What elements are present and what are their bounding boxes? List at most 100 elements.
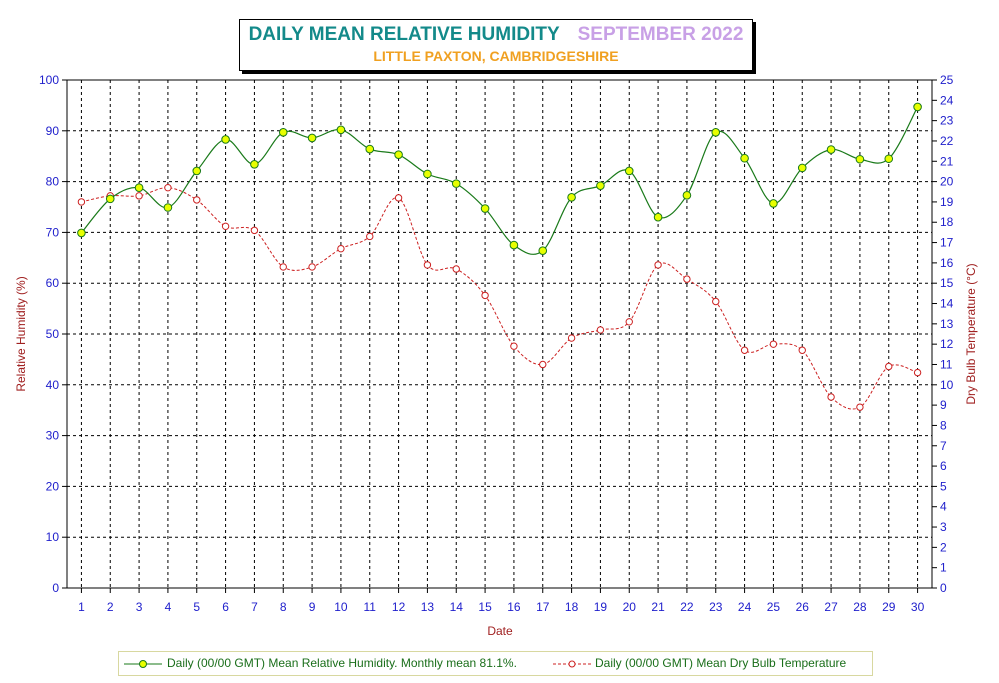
left-tick-label: 90	[46, 124, 60, 138]
right-axis-ticks: 0123456789101112131415161718192021222324…	[932, 73, 954, 595]
temperature-point	[885, 362, 893, 371]
left-tick-label: 30	[46, 429, 60, 443]
left-tick-label: 100	[39, 73, 59, 87]
legend-sample-temperature	[553, 660, 591, 668]
temperature-point	[827, 393, 835, 401]
right-tick-label: 4	[940, 500, 947, 514]
right-tick-label: 18	[940, 215, 954, 229]
right-tick-label: 24	[940, 93, 954, 107]
right-tick-label: 11	[940, 357, 953, 371]
humidity-point	[913, 102, 922, 112]
x-tick-label: 2	[107, 600, 114, 614]
temperature-point	[337, 244, 345, 253]
x-tick-label: 29	[882, 600, 896, 614]
humidity-point	[192, 166, 202, 176]
humidity-point	[855, 154, 865, 164]
humidity-point	[509, 240, 519, 250]
x-tick-label: 30	[911, 600, 925, 614]
right-tick-label: 10	[940, 378, 954, 392]
temperature-point	[193, 196, 201, 204]
right-tick-label: 19	[940, 195, 954, 209]
humidity-point	[77, 228, 86, 238]
x-tick-label: 25	[767, 600, 781, 614]
x-tick-label: 15	[478, 600, 492, 614]
x-tick-label: 22	[680, 600, 694, 614]
humidity-point	[682, 191, 692, 200]
right-tick-label: 1	[940, 561, 947, 575]
temperature-point	[740, 346, 749, 354]
x-tick-label: 21	[651, 600, 665, 614]
left-tick-label: 40	[46, 378, 60, 392]
right-tick-label: 21	[940, 154, 954, 168]
x-axis-ticks: 1 2 3 4 5 6 7 8 9 10 11 12 13 14 15 16 17 18 19 20 21 22 23 24 2…	[78, 588, 925, 614]
temperature-point	[250, 226, 259, 235]
x-tick-label: 26	[796, 600, 810, 614]
x-tick-label: 12	[392, 600, 406, 614]
temperature-point	[596, 326, 605, 334]
x-tick-label: 18	[565, 600, 579, 614]
humidity-point	[884, 154, 894, 164]
temperature-point	[164, 183, 172, 192]
temperature-point	[308, 263, 316, 271]
temperature-point	[221, 222, 230, 231]
temperature-point	[769, 340, 778, 348]
left-axis-title: Relative Humidity (%)	[14, 276, 28, 391]
temperature-point	[683, 275, 691, 283]
left-axis-ticks: 0 10 20 30 40 50 60 70 80 90 100	[39, 73, 67, 595]
left-tick-label: 70	[46, 225, 60, 239]
legend: Daily (00/00 GMT) Mean Relative Humidity…	[118, 651, 873, 676]
right-tick-label: 16	[940, 256, 954, 270]
x-tick-label: 17	[536, 600, 550, 614]
temperature-point	[394, 194, 403, 202]
left-tick-label: 20	[46, 479, 60, 493]
x-tick-label: 3	[136, 600, 143, 614]
humidity-point	[307, 133, 317, 143]
x-tick-label: 23	[709, 600, 723, 614]
right-tick-label: 3	[940, 520, 947, 534]
temperature-point	[279, 263, 287, 271]
right-tick-label: 15	[940, 276, 954, 290]
temperature-point	[539, 360, 547, 369]
temperature-point	[77, 198, 86, 206]
humidity-point	[711, 128, 721, 137]
humidity-point	[221, 135, 230, 144]
series-temperature	[77, 183, 922, 411]
temperature-point	[798, 346, 806, 354]
x-axis-title: Date	[487, 624, 513, 638]
temperature-point	[712, 297, 720, 306]
right-tick-label: 0	[940, 581, 947, 595]
series-humidity	[77, 102, 922, 255]
temperature-point	[423, 261, 432, 269]
left-tick-label: 80	[46, 175, 60, 189]
x-tick-label: 5	[193, 600, 200, 614]
temperature-point	[510, 342, 518, 350]
humidity-point	[423, 169, 432, 179]
chart-title-box: DAILY MEAN RELATIVE HUMIDITY SEPTEMBER 20…	[239, 19, 753, 71]
right-axis-title: Dry Bulb Temperature (°C)	[964, 263, 978, 404]
humidity-point	[797, 163, 807, 173]
x-tick-label: 11	[364, 600, 377, 614]
x-tick-label: 13	[421, 600, 435, 614]
right-tick-label: 12	[940, 337, 954, 351]
humidity-point	[538, 246, 548, 255]
humidity-point	[480, 204, 490, 213]
temperature-point	[366, 232, 374, 241]
right-tick-label: 25	[940, 73, 954, 87]
x-tick-label: 9	[309, 600, 316, 614]
left-tick-label: 60	[46, 276, 60, 290]
left-tick-label: 50	[46, 327, 60, 341]
x-tick-label: 8	[280, 600, 287, 614]
x-tick-label: 20	[623, 600, 637, 614]
right-tick-label: 20	[940, 175, 954, 189]
humidity-point	[653, 212, 663, 222]
temperature-point	[654, 261, 662, 269]
x-tick-label: 6	[222, 600, 229, 614]
temperature-point	[481, 291, 489, 300]
right-tick-label: 5	[940, 479, 947, 493]
humidity-point	[336, 125, 346, 135]
legend-label-temperature: Daily (00/00 GMT) Mean Dry Bulb Temperat…	[595, 656, 847, 670]
temperature-point	[452, 265, 460, 273]
temperature-point	[856, 403, 864, 411]
x-tick-label: 7	[251, 600, 258, 614]
